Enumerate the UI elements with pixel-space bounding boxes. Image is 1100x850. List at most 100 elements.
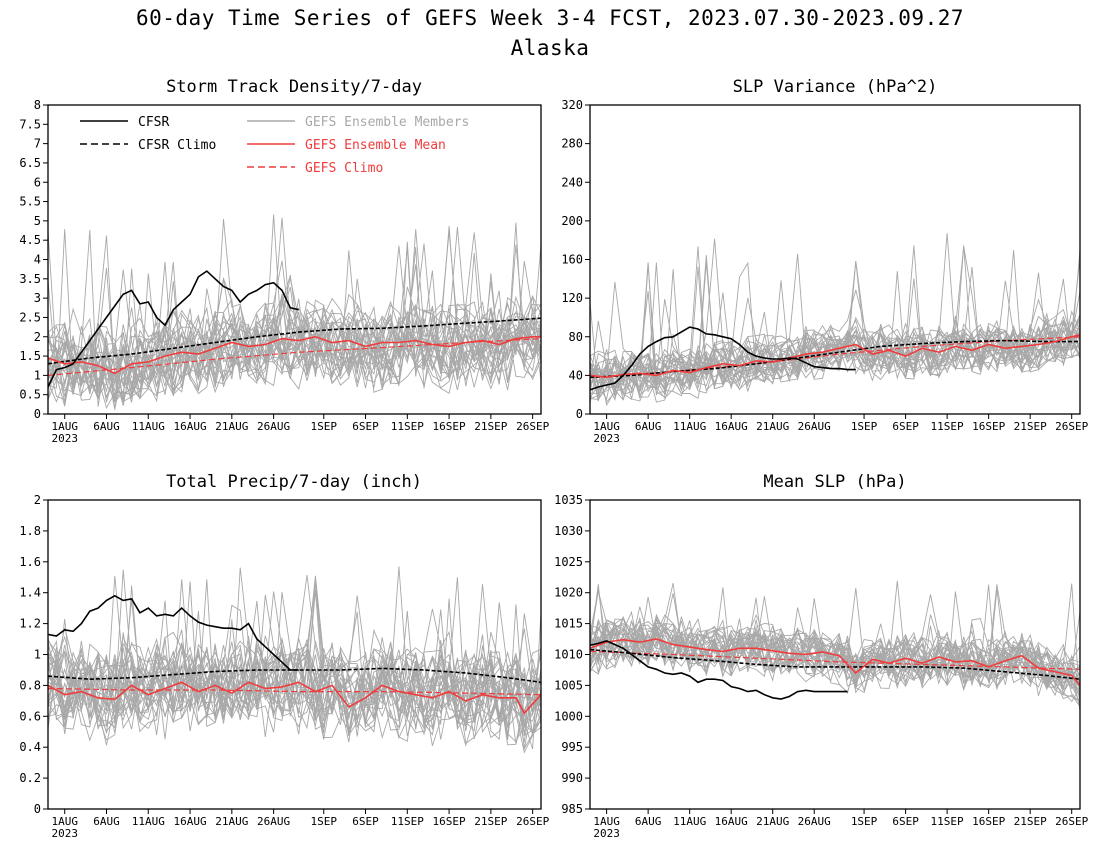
- x-tick-label: 21AUG: [756, 815, 789, 828]
- y-tick-label: 6.5: [19, 156, 41, 170]
- y-tick-label: 160: [561, 253, 583, 267]
- ensemble-member-line: [48, 218, 541, 393]
- x-tick-label: 26SEP: [516, 815, 549, 828]
- y-tick-label: 990: [561, 771, 583, 785]
- ensemble-member-line: [590, 620, 1080, 694]
- x-tick-label: 21SEP: [474, 420, 507, 433]
- y-tick-label: 0.4: [19, 740, 41, 754]
- ensemble-members: [48, 566, 541, 754]
- x-tick-label: 16SEP: [972, 420, 1005, 433]
- chart-panel-precip: Total Precip/7-day (inch)00.20.40.60.811…: [19, 472, 549, 840]
- ensemble-member-line: [590, 615, 1080, 677]
- panel-title: Total Precip/7-day (inch): [166, 472, 422, 492]
- y-tick-label: 40: [569, 368, 583, 382]
- x-tick-label: 21SEP: [474, 815, 507, 828]
- x-tick-label: 6AUG: [635, 420, 662, 433]
- x-tick-label: 21SEP: [1014, 420, 1047, 433]
- x-tick-label: 1SEP: [310, 420, 337, 433]
- y-tick-label: 320: [561, 98, 583, 112]
- series-gefs-climo: [590, 650, 1080, 670]
- x-tick-label: 26AUG: [798, 815, 831, 828]
- y-tick-label: 1035: [554, 493, 583, 507]
- plot-frame: [47, 104, 542, 415]
- series-cfsr-climo: [48, 317, 541, 365]
- figure-subtitle-region: Alaska: [510, 36, 590, 60]
- panel-title: SLP Variance (hPa^2): [733, 77, 938, 97]
- x-tick-label: 11AUG: [132, 420, 165, 433]
- series-cfsr-climo: [590, 648, 1080, 680]
- y-tick-label: 3.5: [19, 272, 41, 286]
- x-tick-label: 26SEP: [516, 420, 549, 433]
- ensemble-member-line: [48, 591, 541, 737]
- figure-title: 60-day Time Series of GEFS Week 3-4 FCST…: [135, 6, 964, 30]
- x-year-label: 2023: [51, 432, 78, 445]
- ensemble-member-line: [590, 289, 1080, 390]
- series-gefs-ensemble-mean: [48, 681, 541, 715]
- chart-panel-storm: Storm Track Density/7-day 0 0.5 1 1.5 2 2.5 3 3.…: [19, 77, 549, 445]
- x-tick-label: 26SEP: [1055, 815, 1088, 828]
- x-tick-label: 6SEP: [892, 420, 919, 433]
- ensemble-member-line: [590, 598, 1080, 687]
- y-tick-label: 1.8: [19, 524, 41, 538]
- ensemble-member-line: [48, 646, 541, 729]
- y-tick-label: 995: [561, 740, 583, 754]
- y-tick-label: 1.4: [19, 586, 41, 600]
- x-tick-label: 11SEP: [391, 420, 424, 433]
- x-tick-label: 1AUG: [51, 815, 78, 828]
- y-tick-label: 120: [561, 291, 583, 305]
- y-tick-label: 2: [34, 493, 41, 507]
- x-tick-label: 1AUG: [51, 420, 78, 433]
- y-tick-label: 280: [561, 137, 583, 151]
- y-tick-label: 4.5: [19, 233, 41, 247]
- series-lines: [48, 594, 541, 715]
- ensemble-member-line: [590, 591, 1080, 694]
- y-tick-label: 240: [561, 175, 583, 189]
- y-tick-label: 5: [34, 214, 41, 228]
- series-gefs-ensemble-mean: [590, 334, 1080, 379]
- y-tick-label: 200: [561, 214, 583, 228]
- y-tick-label: 1010: [554, 648, 583, 662]
- x-tick-label: 11SEP: [391, 815, 424, 828]
- y-tick-label: 0: [576, 407, 583, 421]
- x-tick-label: 26AUG: [257, 815, 290, 828]
- series-cfsr: [590, 640, 848, 700]
- ensemble-member-line: [48, 610, 541, 736]
- x-year-label: 2023: [51, 827, 78, 840]
- x-tick-label: 1AUG: [593, 420, 620, 433]
- legend-label-cfsr: CFSR: [138, 115, 169, 130]
- x-tick-label: 6AUG: [635, 815, 662, 828]
- panel-title: Mean SLP (hPa): [763, 472, 906, 492]
- y-tick-label: 985: [561, 802, 583, 816]
- x-tick-label: 21SEP: [1014, 815, 1047, 828]
- x-tick-label: 11SEP: [931, 420, 964, 433]
- ensemble-members: [590, 233, 1080, 407]
- x-tick-label: 21AUG: [756, 420, 789, 433]
- ensemble-member-line: [48, 598, 541, 750]
- x-tick-label: 26AUG: [798, 420, 831, 433]
- y-tick-label: 1000: [554, 709, 583, 723]
- ensemble-member-line: [590, 266, 1080, 391]
- y-tick-label: 0.8: [19, 678, 41, 692]
- x-tick-label: 21AUG: [215, 420, 248, 433]
- series-cfsr: [590, 326, 856, 391]
- y-tick-label: 1: [34, 368, 41, 382]
- y-tick-label: 1025: [554, 555, 583, 569]
- y-tick-label: 4: [34, 253, 41, 267]
- x-tick-label: 6SEP: [892, 815, 919, 828]
- x-year-label: 2023: [593, 827, 620, 840]
- x-tick-label: 16AUG: [715, 815, 748, 828]
- y-tick-label: 1015: [554, 617, 583, 631]
- series-cfsr: [48, 594, 299, 671]
- series-lines: [590, 638, 1080, 700]
- x-tick-label: 11SEP: [931, 815, 964, 828]
- x-tick-label: 26AUG: [257, 420, 290, 433]
- y-tick-label: 1030: [554, 524, 583, 538]
- series-cfsr-climo: [590, 339, 1080, 379]
- x-tick-label: 21AUG: [215, 815, 248, 828]
- legend-label-mean: GEFS Ensemble Mean: [305, 138, 446, 153]
- ensemble-member-line: [590, 329, 1080, 401]
- series-gefs-climo: [48, 687, 541, 696]
- y-tick-label: 0.6: [19, 709, 41, 723]
- x-tick-label: 6SEP: [352, 815, 379, 828]
